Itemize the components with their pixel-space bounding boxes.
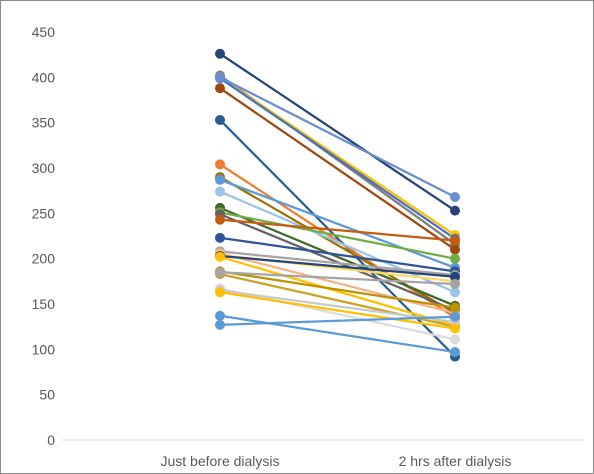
data-point	[215, 83, 225, 93]
data-point	[215, 49, 225, 59]
data-point	[450, 312, 460, 322]
data-point	[450, 245, 460, 255]
y-tick-label: 350	[32, 115, 56, 131]
y-tick-label: 250	[32, 205, 56, 221]
x-category-label: 2 hrs after dialysis	[399, 453, 512, 469]
data-point	[450, 279, 460, 289]
data-point	[215, 115, 225, 125]
data-point	[450, 206, 460, 216]
data-point	[215, 159, 225, 169]
y-tick-label: 200	[32, 251, 56, 267]
data-point	[450, 347, 460, 357]
data-point	[215, 252, 225, 262]
data-point	[215, 287, 225, 297]
y-tick-label: 150	[32, 296, 56, 312]
data-point	[215, 175, 225, 185]
y-tick-label: 450	[32, 24, 56, 40]
data-point	[450, 334, 460, 344]
data-point	[215, 233, 225, 243]
data-point	[450, 323, 460, 333]
data-point	[450, 192, 460, 202]
data-point	[450, 236, 460, 246]
y-tick-label: 400	[32, 69, 56, 85]
data-point	[450, 303, 460, 313]
y-tick-label: 50	[39, 387, 55, 403]
y-tick-label: 100	[32, 341, 56, 357]
y-tick-label: 0	[47, 432, 55, 448]
data-point	[215, 187, 225, 197]
data-point	[450, 254, 460, 264]
data-point	[215, 267, 225, 277]
data-point	[215, 311, 225, 321]
data-point	[215, 215, 225, 225]
data-point	[215, 72, 225, 82]
x-category-label: Just before dialysis	[160, 453, 279, 469]
y-tick-label: 300	[32, 160, 56, 176]
data-point	[215, 320, 225, 330]
